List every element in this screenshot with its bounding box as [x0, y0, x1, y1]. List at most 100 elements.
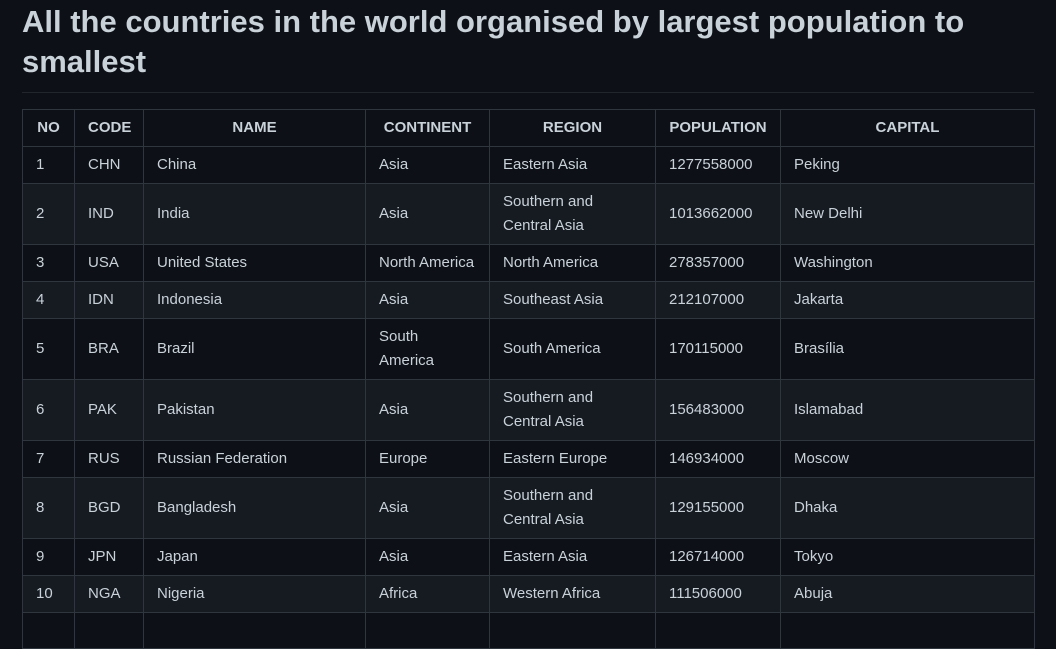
cell-region: North America	[489, 244, 656, 282]
cell-population: 146934000	[655, 440, 781, 478]
cell-no: 6	[22, 379, 75, 441]
cell-population: 111506000	[655, 575, 781, 613]
cell-continent: Africa	[365, 575, 490, 613]
cell-region: Southern and Central Asia	[489, 379, 656, 441]
table-row: 7 RUS Russian Federation Europe Eastern …	[22, 440, 1035, 478]
cell-capital: Dhaka	[780, 477, 1035, 539]
cell-code: CHN	[74, 146, 144, 184]
cell-population: 156483000	[655, 379, 781, 441]
table-body: 1 CHN China Asia Eastern Asia 1277558000…	[22, 146, 1035, 649]
cell-capital: Jakarta	[780, 281, 1035, 319]
cell-region: Eastern Asia	[489, 146, 656, 184]
column-header-continent: CONTINENT	[365, 109, 490, 147]
cell-code: BGD	[74, 477, 144, 539]
cell-name: India	[143, 183, 366, 245]
table-row: 3 USA United States North America North …	[22, 244, 1035, 282]
cell-capital	[780, 612, 1035, 649]
table-row: 1 CHN China Asia Eastern Asia 1277558000…	[22, 146, 1035, 184]
cell-continent: Asia	[365, 183, 490, 245]
table-row: 5 BRA Brazil South America South America…	[22, 318, 1035, 380]
cell-name: China	[143, 146, 366, 184]
cell-population: 278357000	[655, 244, 781, 282]
cell-capital: Peking	[780, 146, 1035, 184]
cell-name: Indonesia	[143, 281, 366, 319]
cell-code: USA	[74, 244, 144, 282]
cell-population: 126714000	[655, 538, 781, 576]
table-row	[22, 612, 1035, 649]
cell-name: Pakistan	[143, 379, 366, 441]
table-row: 10 NGA Nigeria Africa Western Africa 111…	[22, 575, 1035, 613]
cell-population: 212107000	[655, 281, 781, 319]
cell-no: 9	[22, 538, 75, 576]
table-row: 6 PAK Pakistan Asia Southern and Central…	[22, 379, 1035, 441]
cell-population: 129155000	[655, 477, 781, 539]
cell-continent: Asia	[365, 146, 490, 184]
cell-capital: Washington	[780, 244, 1035, 282]
column-header-code: CODE	[74, 109, 144, 147]
cell-name: Bangladesh	[143, 477, 366, 539]
cell-no: 7	[22, 440, 75, 478]
cell-region: South America	[489, 318, 656, 380]
cell-no	[22, 612, 75, 649]
cell-code: IDN	[74, 281, 144, 319]
column-header-name: NAME	[143, 109, 366, 147]
column-header-population: POPULATION	[655, 109, 781, 147]
cell-name: Japan	[143, 538, 366, 576]
column-header-no: NO	[22, 109, 75, 147]
cell-no: 3	[22, 244, 75, 282]
cell-no: 5	[22, 318, 75, 380]
cell-continent: Asia	[365, 538, 490, 576]
cell-region: Western Africa	[489, 575, 656, 613]
cell-no: 1	[22, 146, 75, 184]
cell-region: Southern and Central Asia	[489, 183, 656, 245]
cell-code: BRA	[74, 318, 144, 380]
cell-region: Southeast Asia	[489, 281, 656, 319]
cell-capital: Tokyo	[780, 538, 1035, 576]
table-row: 4 IDN Indonesia Asia Southeast Asia 2121…	[22, 281, 1035, 319]
cell-code: IND	[74, 183, 144, 245]
column-header-capital: CAPITAL	[780, 109, 1035, 147]
countries-table: NO CODE NAME CONTINENT REGION POPULATION…	[22, 109, 1035, 649]
cell-no: 8	[22, 477, 75, 539]
cell-capital: Brasília	[780, 318, 1035, 380]
cell-continent	[365, 612, 490, 649]
cell-name: Brazil	[143, 318, 366, 380]
cell-continent: Europe	[365, 440, 490, 478]
cell-continent: South America	[365, 318, 490, 380]
cell-no: 10	[22, 575, 75, 613]
table-row: 2 IND India Asia Southern and Central As…	[22, 183, 1035, 245]
cell-code: PAK	[74, 379, 144, 441]
page-content: All the countries in the world organised…	[22, 0, 1035, 649]
column-header-region: REGION	[489, 109, 656, 147]
table-row: 9 JPN Japan Asia Eastern Asia 126714000 …	[22, 538, 1035, 576]
table-row: 8 BGD Bangladesh Asia Southern and Centr…	[22, 477, 1035, 539]
cell-region	[489, 612, 656, 649]
cell-name: Nigeria	[143, 575, 366, 613]
cell-code: JPN	[74, 538, 144, 576]
cell-capital: New Delhi	[780, 183, 1035, 245]
cell-population: 1013662000	[655, 183, 781, 245]
cell-population: 1277558000	[655, 146, 781, 184]
cell-name: United States	[143, 244, 366, 282]
table-header: NO CODE NAME CONTINENT REGION POPULATION…	[22, 109, 1035, 147]
cell-capital: Moscow	[780, 440, 1035, 478]
cell-continent: Asia	[365, 477, 490, 539]
cell-no: 4	[22, 281, 75, 319]
cell-region: Southern and Central Asia	[489, 477, 656, 539]
cell-name	[143, 612, 366, 649]
cell-code: NGA	[74, 575, 144, 613]
cell-code	[74, 612, 144, 649]
cell-no: 2	[22, 183, 75, 245]
cell-continent: Asia	[365, 281, 490, 319]
header-row: NO CODE NAME CONTINENT REGION POPULATION…	[22, 109, 1035, 147]
cell-population	[655, 612, 781, 649]
cell-capital: Islamabad	[780, 379, 1035, 441]
cell-capital: Abuja	[780, 575, 1035, 613]
cell-population: 170115000	[655, 318, 781, 380]
cell-code: RUS	[74, 440, 144, 478]
cell-name: Russian Federation	[143, 440, 366, 478]
cell-continent: Asia	[365, 379, 490, 441]
cell-continent: North America	[365, 244, 490, 282]
cell-region: Eastern Europe	[489, 440, 656, 478]
page-title: All the countries in the world organised…	[22, 2, 1034, 93]
